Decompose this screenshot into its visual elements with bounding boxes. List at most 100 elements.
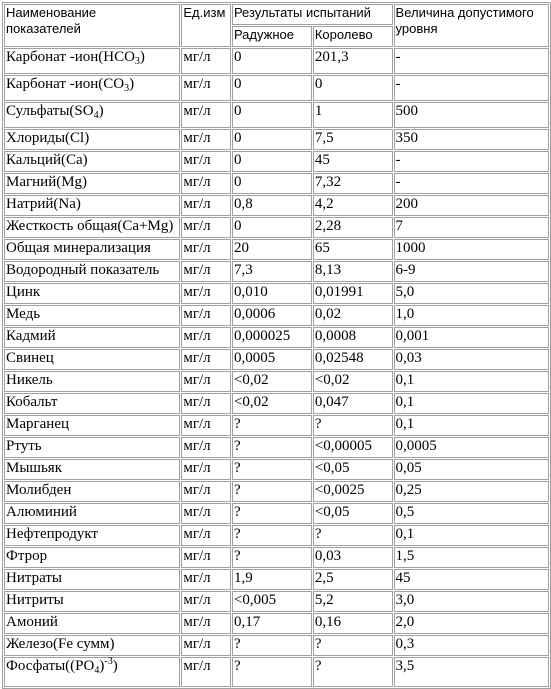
cell-result-korolevo: <0,0025 — [312, 481, 393, 502]
cell-result-raduzhnoe: ? — [231, 459, 312, 480]
cell-indicator-name: Сульфаты(SO4) — [4, 102, 181, 128]
cell-indicator-name: Кальций(Ca) — [4, 151, 181, 172]
indicator-name-text: Медь — [6, 306, 41, 322]
indicator-name-text: Магний(Mg) — [6, 174, 88, 190]
cell-result-raduzhnoe: 0,0006 — [231, 305, 312, 326]
cell-permissible-level: 0,1 — [393, 415, 549, 436]
cell-indicator-name: Цинк — [4, 283, 181, 304]
table-row: Кадмий мг/л 0,000025 0,0008 0,001 — [4, 327, 549, 348]
cell-permissible-level: - — [393, 75, 549, 101]
cell-result-korolevo: <0,02 — [312, 371, 393, 392]
cell-indicator-name: Хлориды(Cl) — [4, 129, 181, 150]
cell-permissible-level: 0,001 — [393, 327, 549, 348]
indicator-name-text: Амоний — [6, 614, 58, 630]
cell-permissible-level: 5,0 — [393, 283, 549, 304]
indicator-name-tail2: ) — [112, 658, 118, 674]
table-row: Медь мг/л 0,0006 0,02 1,0 — [4, 305, 549, 326]
cell-permissible-level: 500 — [393, 102, 549, 128]
table-row: Натрий(Na) мг/л 0,8 4,2 200 — [4, 195, 549, 216]
cell-result-raduzhnoe: ? — [231, 547, 312, 568]
cell-indicator-name: Кадмий — [4, 327, 181, 348]
cell-unit: мг/л — [181, 547, 231, 568]
cell-result-korolevo: 4,2 — [312, 195, 393, 216]
cell-indicator-name: Молибден — [4, 481, 181, 502]
table-row: Сульфаты(SO4) мг/л 0 1 500 — [4, 102, 549, 128]
cell-result-korolevo: 5,2 — [312, 591, 393, 612]
cell-result-korolevo: 201,3 — [312, 48, 393, 74]
cell-result-raduzhnoe: 1,9 — [231, 569, 312, 590]
table-row: Ртуть мг/л? <0,00005 0,0005 — [4, 437, 549, 458]
cell-indicator-name: Общая минерализация — [4, 239, 181, 260]
cell-result-korolevo: <0,05 — [312, 459, 393, 480]
cell-result-raduzhnoe: 0 — [231, 129, 312, 150]
cell-unit: мг/л — [181, 261, 231, 282]
cell-permissible-level: - — [393, 48, 549, 74]
cell-permissible-level: 1,0 — [393, 305, 549, 326]
cell-indicator-name: Свинец — [4, 349, 181, 370]
header-unit-column: Ед.изм — [181, 4, 231, 47]
cell-result-korolevo: 0,16 — [312, 613, 393, 634]
header-row-1: Наименование показателей Ед.изм Результа… — [4, 4, 549, 47]
cell-result-korolevo: 0 — [312, 75, 393, 101]
cell-result-raduzhnoe: 0 — [231, 75, 312, 101]
cell-result-korolevo: ? — [312, 635, 393, 656]
cell-permissible-level: 0,03 — [393, 349, 549, 370]
cell-unit: мг/л — [181, 129, 231, 150]
cell-unit: мг/л — [181, 283, 231, 304]
cell-result-korolevo: 8,13 — [312, 261, 393, 282]
cell-unit: мг/л — [181, 657, 231, 687]
cell-permissible-level: 1000 — [393, 239, 549, 260]
cell-result-raduzhnoe: 0 — [231, 151, 312, 172]
table-row: Молибден мг/л? <0,0025 0,25 — [4, 481, 549, 502]
cell-indicator-name: Нитриты — [4, 591, 181, 612]
cell-result-korolevo: 7,5 — [312, 129, 393, 150]
indicator-name-text: Кадмий — [6, 328, 56, 344]
cell-result-korolevo: 1 — [312, 102, 393, 128]
cell-result-raduzhnoe: ? — [231, 657, 312, 687]
cell-unit: мг/л — [181, 393, 231, 414]
cell-result-korolevo: 0,01991 — [312, 283, 393, 304]
cell-result-korolevo: 0,02548 — [312, 349, 393, 370]
cell-result-raduzhnoe: ? — [231, 503, 312, 524]
cell-permissible-level: 200 — [393, 195, 549, 216]
cell-unit: мг/л — [181, 503, 231, 524]
table-row: Алюминий мг/л? <0,05 0,5 — [4, 503, 549, 524]
cell-indicator-name: Кобальт — [4, 393, 181, 414]
table-row: Нитриты мг/л <0,005 5,2 3,0 — [4, 591, 549, 612]
cell-unit: мг/л — [181, 48, 231, 74]
indicator-name-text: Натрий(Na) — [6, 196, 81, 212]
indicator-name-text: Нефтепродукт — [6, 526, 98, 542]
indicator-name-text: Кальций(Ca) — [6, 152, 88, 168]
cell-permissible-level: 0,05 — [393, 459, 549, 480]
indicator-name-text: Нитриты — [6, 592, 64, 608]
indicator-name-text: Хлориды(Cl) — [6, 130, 90, 146]
cell-result-raduzhnoe: 7,3 — [231, 261, 312, 282]
cell-unit: мг/л — [181, 173, 231, 194]
header-limit-column: Величина допустимого уровня — [393, 4, 549, 47]
cell-result-korolevo: 0,047 — [312, 393, 393, 414]
cell-permissible-level: 0,25 — [393, 481, 549, 502]
cell-result-raduzhnoe: 0,8 — [231, 195, 312, 216]
table-row: Водородный показатель мг/л 7,3 8,13 6-9 — [4, 261, 549, 282]
table-row: Карбонат -ион(СО3) мг/л 0 0- — [4, 75, 549, 101]
indicator-name-tail: ) — [98, 103, 104, 119]
indicator-name-text: Алюминий — [6, 504, 77, 520]
cell-indicator-name: Фосфаты((PO4)-3) — [4, 657, 181, 687]
header-limit-line1: Величина допустимого — [395, 5, 534, 20]
indicator-name-text: Жесткость общая(Ca+Mg) — [6, 218, 174, 234]
cell-unit: мг/л — [181, 349, 231, 370]
indicator-subscript: 3 — [134, 56, 140, 67]
header-name-line2: показателей — [6, 21, 81, 36]
cell-indicator-name: Карбонат -ион(СО3) — [4, 75, 181, 101]
cell-indicator-name: Марганец — [4, 415, 181, 436]
cell-result-korolevo: 45 — [312, 151, 393, 172]
cell-indicator-name: Карбонат -ион(НСО3) — [4, 48, 181, 74]
indicator-name-text: Сульфаты(SO — [6, 103, 94, 119]
indicator-name-tail: ) — [139, 49, 145, 65]
cell-unit: мг/л — [181, 327, 231, 348]
indicator-name-text: Мышьяк — [6, 460, 62, 476]
header-limit-line2: уровня — [395, 21, 438, 36]
cell-indicator-name: Мышьяк — [4, 459, 181, 480]
indicator-name-text: Ртуть — [6, 438, 42, 454]
